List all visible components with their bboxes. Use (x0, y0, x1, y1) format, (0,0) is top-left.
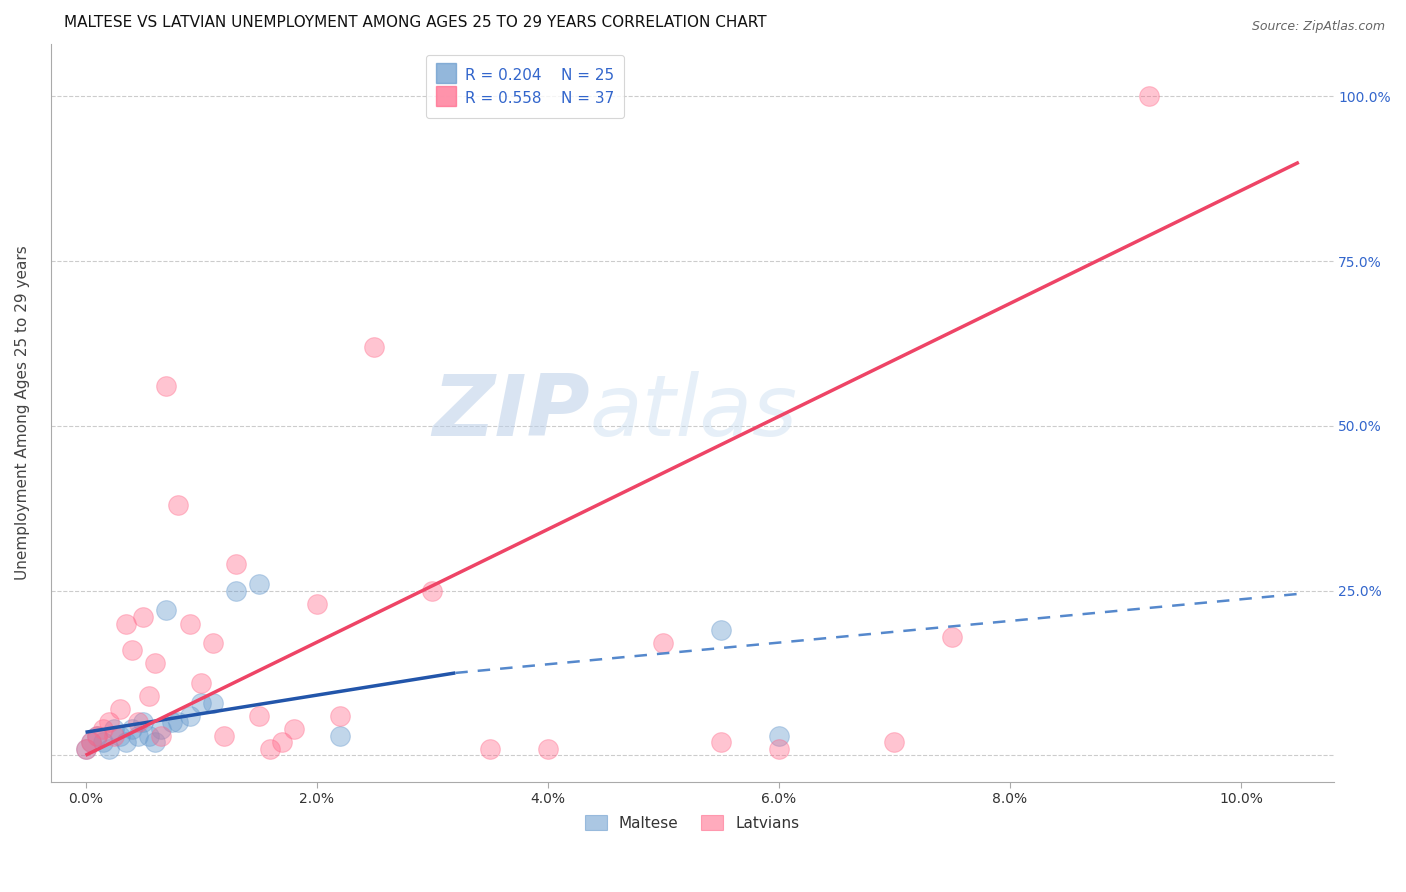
Point (108, 702, 131, 716)
Point (201, 636, 224, 650)
Point (115, 616, 138, 631)
Point (86, 729, 108, 743)
Point (80, 735, 103, 749)
Point (329, 708, 352, 723)
Point (710, 623, 733, 637)
Point (121, 643, 143, 657)
Point (190, 675, 212, 690)
Point (271, 735, 294, 749)
Y-axis label: Unemployment Among Ages 25 to 29 years: Unemployment Among Ages 25 to 29 years (15, 245, 30, 580)
Point (86, 729, 108, 743)
Point (768, 741, 790, 756)
Point (201, 696, 224, 710)
Text: MALTESE VS LATVIAN UNEMPLOYMENT AMONG AGES 25 TO 29 YEARS CORRELATION CHART: MALTESE VS LATVIAN UNEMPLOYMENT AMONG AG… (63, 15, 766, 30)
Point (127, 729, 149, 743)
Point (247, 577, 270, 591)
Point (138, 689, 160, 703)
Point (121, 722, 143, 736)
Point (91, 735, 114, 749)
Text: ZIP: ZIP (432, 371, 589, 454)
Point (97, 741, 120, 756)
Point (329, 729, 352, 743)
Point (115, 735, 138, 749)
Point (167, 715, 190, 730)
Point (149, 729, 172, 743)
Point (537, 741, 560, 756)
Point (108, 729, 131, 743)
Point (1137, 89, 1160, 103)
Text: Source: ZipAtlas.com: Source: ZipAtlas.com (1251, 20, 1385, 33)
Point (127, 715, 149, 730)
Point (225, 558, 247, 572)
Point (155, 379, 177, 393)
Point (167, 498, 190, 512)
Point (143, 656, 166, 670)
Point (247, 708, 270, 723)
Point (710, 735, 733, 749)
Text: atlas: atlas (589, 371, 797, 454)
Point (91, 722, 114, 736)
Point (132, 610, 155, 624)
Point (941, 630, 963, 644)
Point (75, 741, 97, 756)
Point (652, 636, 675, 650)
Point (75, 741, 97, 756)
Point (420, 583, 443, 598)
Point (160, 715, 183, 730)
Point (883, 735, 905, 749)
Point (103, 722, 125, 736)
Point (97, 715, 120, 730)
Point (225, 583, 247, 598)
Point (143, 735, 166, 749)
Point (768, 729, 790, 743)
Point (190, 696, 212, 710)
Point (283, 722, 305, 736)
Point (478, 741, 501, 756)
Point (363, 340, 385, 354)
Point (305, 597, 328, 611)
Legend: Maltese, Latvians: Maltese, Latvians (579, 808, 806, 837)
Point (132, 715, 155, 730)
Point (259, 741, 281, 756)
Point (103, 729, 125, 743)
Point (155, 603, 177, 617)
Point (179, 708, 201, 723)
Point (149, 722, 172, 736)
Point (212, 729, 235, 743)
Point (80, 735, 103, 749)
Point (138, 729, 160, 743)
Point (179, 616, 201, 631)
